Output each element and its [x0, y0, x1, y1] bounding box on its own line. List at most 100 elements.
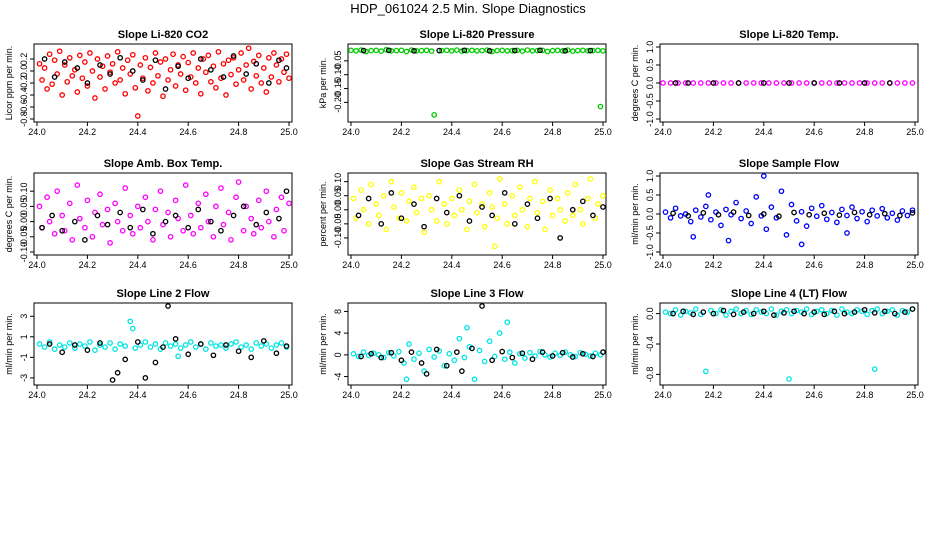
data-point-colored — [112, 80, 118, 86]
data-point-black — [253, 60, 260, 67]
data-point-black — [562, 48, 569, 54]
data-point-black — [139, 77, 146, 83]
data-point-colored — [758, 309, 765, 315]
data-point-colored — [718, 222, 724, 229]
y-tick-label: 0.0 — [645, 208, 655, 221]
data-point-black — [218, 227, 224, 234]
data-point-colored — [107, 240, 113, 246]
y-tick-label: -0.05 — [19, 227, 29, 248]
data-point-black — [276, 215, 282, 222]
data-point-colored — [208, 340, 214, 346]
data-point-black — [172, 336, 179, 342]
data-point-colored — [238, 50, 244, 56]
y-tick-label: 0.0 — [645, 77, 655, 90]
data-point-colored — [286, 200, 292, 207]
data-point-colored — [59, 92, 66, 98]
data-point-colored — [660, 80, 666, 86]
data-point-colored — [210, 63, 217, 70]
data-point-colored — [94, 56, 101, 62]
data-point-black — [82, 236, 88, 243]
data-point-black — [760, 211, 767, 217]
data-point-colored — [841, 80, 848, 86]
data-point-colored — [383, 46, 390, 53]
data-point-black — [39, 224, 45, 231]
data-point-colored — [263, 89, 270, 95]
data-point-black — [479, 204, 485, 210]
data-point-black — [240, 203, 247, 210]
data-point-colored — [697, 80, 704, 86]
data-point-colored — [187, 212, 194, 219]
data-point-black — [139, 206, 146, 213]
data-point-colored — [781, 80, 787, 86]
data-point-colored — [554, 195, 561, 202]
x-tick-label: 24.0 — [342, 390, 360, 400]
data-point-colored — [162, 56, 169, 62]
data-point-colored — [89, 233, 96, 240]
data-point-black — [185, 351, 192, 358]
data-point-colored — [273, 206, 280, 213]
data-point-black — [715, 211, 722, 218]
y-axis-label: kPa per min. — [318, 58, 328, 109]
data-point-black — [511, 221, 518, 227]
x-tick-label: 24.2 — [705, 260, 723, 270]
x-tick-label: 24.0 — [342, 260, 360, 270]
x-tick-label: 24.4 — [129, 390, 147, 400]
data-point-colored — [479, 201, 485, 207]
x-tick-label: 24.6 — [805, 390, 823, 400]
data-point-colored — [187, 339, 194, 345]
data-point-colored — [363, 48, 369, 55]
data-point-black — [801, 310, 807, 317]
data-point-colored — [438, 47, 445, 54]
x-tick-label: 24.4 — [443, 260, 461, 270]
x-tick-label: 24.4 — [443, 390, 461, 400]
panel-2: Slope Li-820 Pressure 24.0 24.2 24.4 24.6 24.… — [318, 29, 612, 137]
data-point-black — [600, 349, 606, 355]
data-point-colored — [491, 353, 498, 360]
data-point-colored — [798, 208, 805, 215]
data-point-black — [579, 350, 586, 357]
data-point-black — [781, 309, 787, 316]
data-point-colored — [99, 221, 106, 228]
data-point-colored — [527, 349, 533, 356]
data-point-black — [821, 210, 828, 217]
y-tick-label: 0.5 — [645, 189, 655, 202]
data-point-colored — [788, 201, 795, 208]
data-point-black — [670, 210, 676, 217]
data-point-colored — [662, 209, 669, 215]
data-point-colored — [360, 349, 367, 355]
data-point-colored — [114, 48, 121, 55]
data-point-black — [197, 341, 204, 347]
data-point-colored — [205, 52, 212, 59]
x-tick-label: 24.8 — [544, 390, 562, 400]
data-point-colored — [808, 205, 815, 212]
data-point-colored — [527, 195, 533, 202]
data-point-black — [456, 192, 463, 199]
data-point-colored — [456, 335, 463, 342]
data-point-black — [160, 344, 166, 350]
x-tick-label: 24.0 — [654, 390, 672, 400]
data-point-black — [142, 375, 149, 381]
data-point-black — [365, 195, 372, 202]
data-point-colored — [378, 48, 385, 55]
data-point-black — [360, 47, 367, 54]
panel-title: Slope Gas Stream RH — [420, 158, 533, 170]
data-point-colored — [122, 185, 129, 192]
data-point-colored — [484, 47, 490, 53]
data-point-colored — [579, 221, 586, 227]
data-point-colored — [448, 195, 455, 202]
data-point-colored — [190, 230, 197, 237]
data-point-colored — [233, 194, 239, 201]
data-point-black — [408, 349, 415, 355]
data-point-black — [97, 340, 103, 346]
data-point-black — [539, 349, 546, 355]
data-point-colored — [258, 343, 265, 349]
data-point-colored — [486, 190, 493, 196]
panel-3: Slope Li-820 Temp. 24.0 24.2 24.4 24.6 24.8 25… — [630, 29, 924, 137]
data-point-colored — [54, 188, 61, 195]
data-point-colored — [834, 312, 840, 318]
data-point-colored — [268, 74, 275, 80]
data-point-colored — [516, 184, 523, 191]
panel-6: Slope Sample Flow 24.0 24.2 24.4 24.6 24.8 25.… — [630, 158, 924, 270]
data-point-black — [235, 348, 242, 355]
x-tick-label: 25.0 — [906, 390, 924, 400]
